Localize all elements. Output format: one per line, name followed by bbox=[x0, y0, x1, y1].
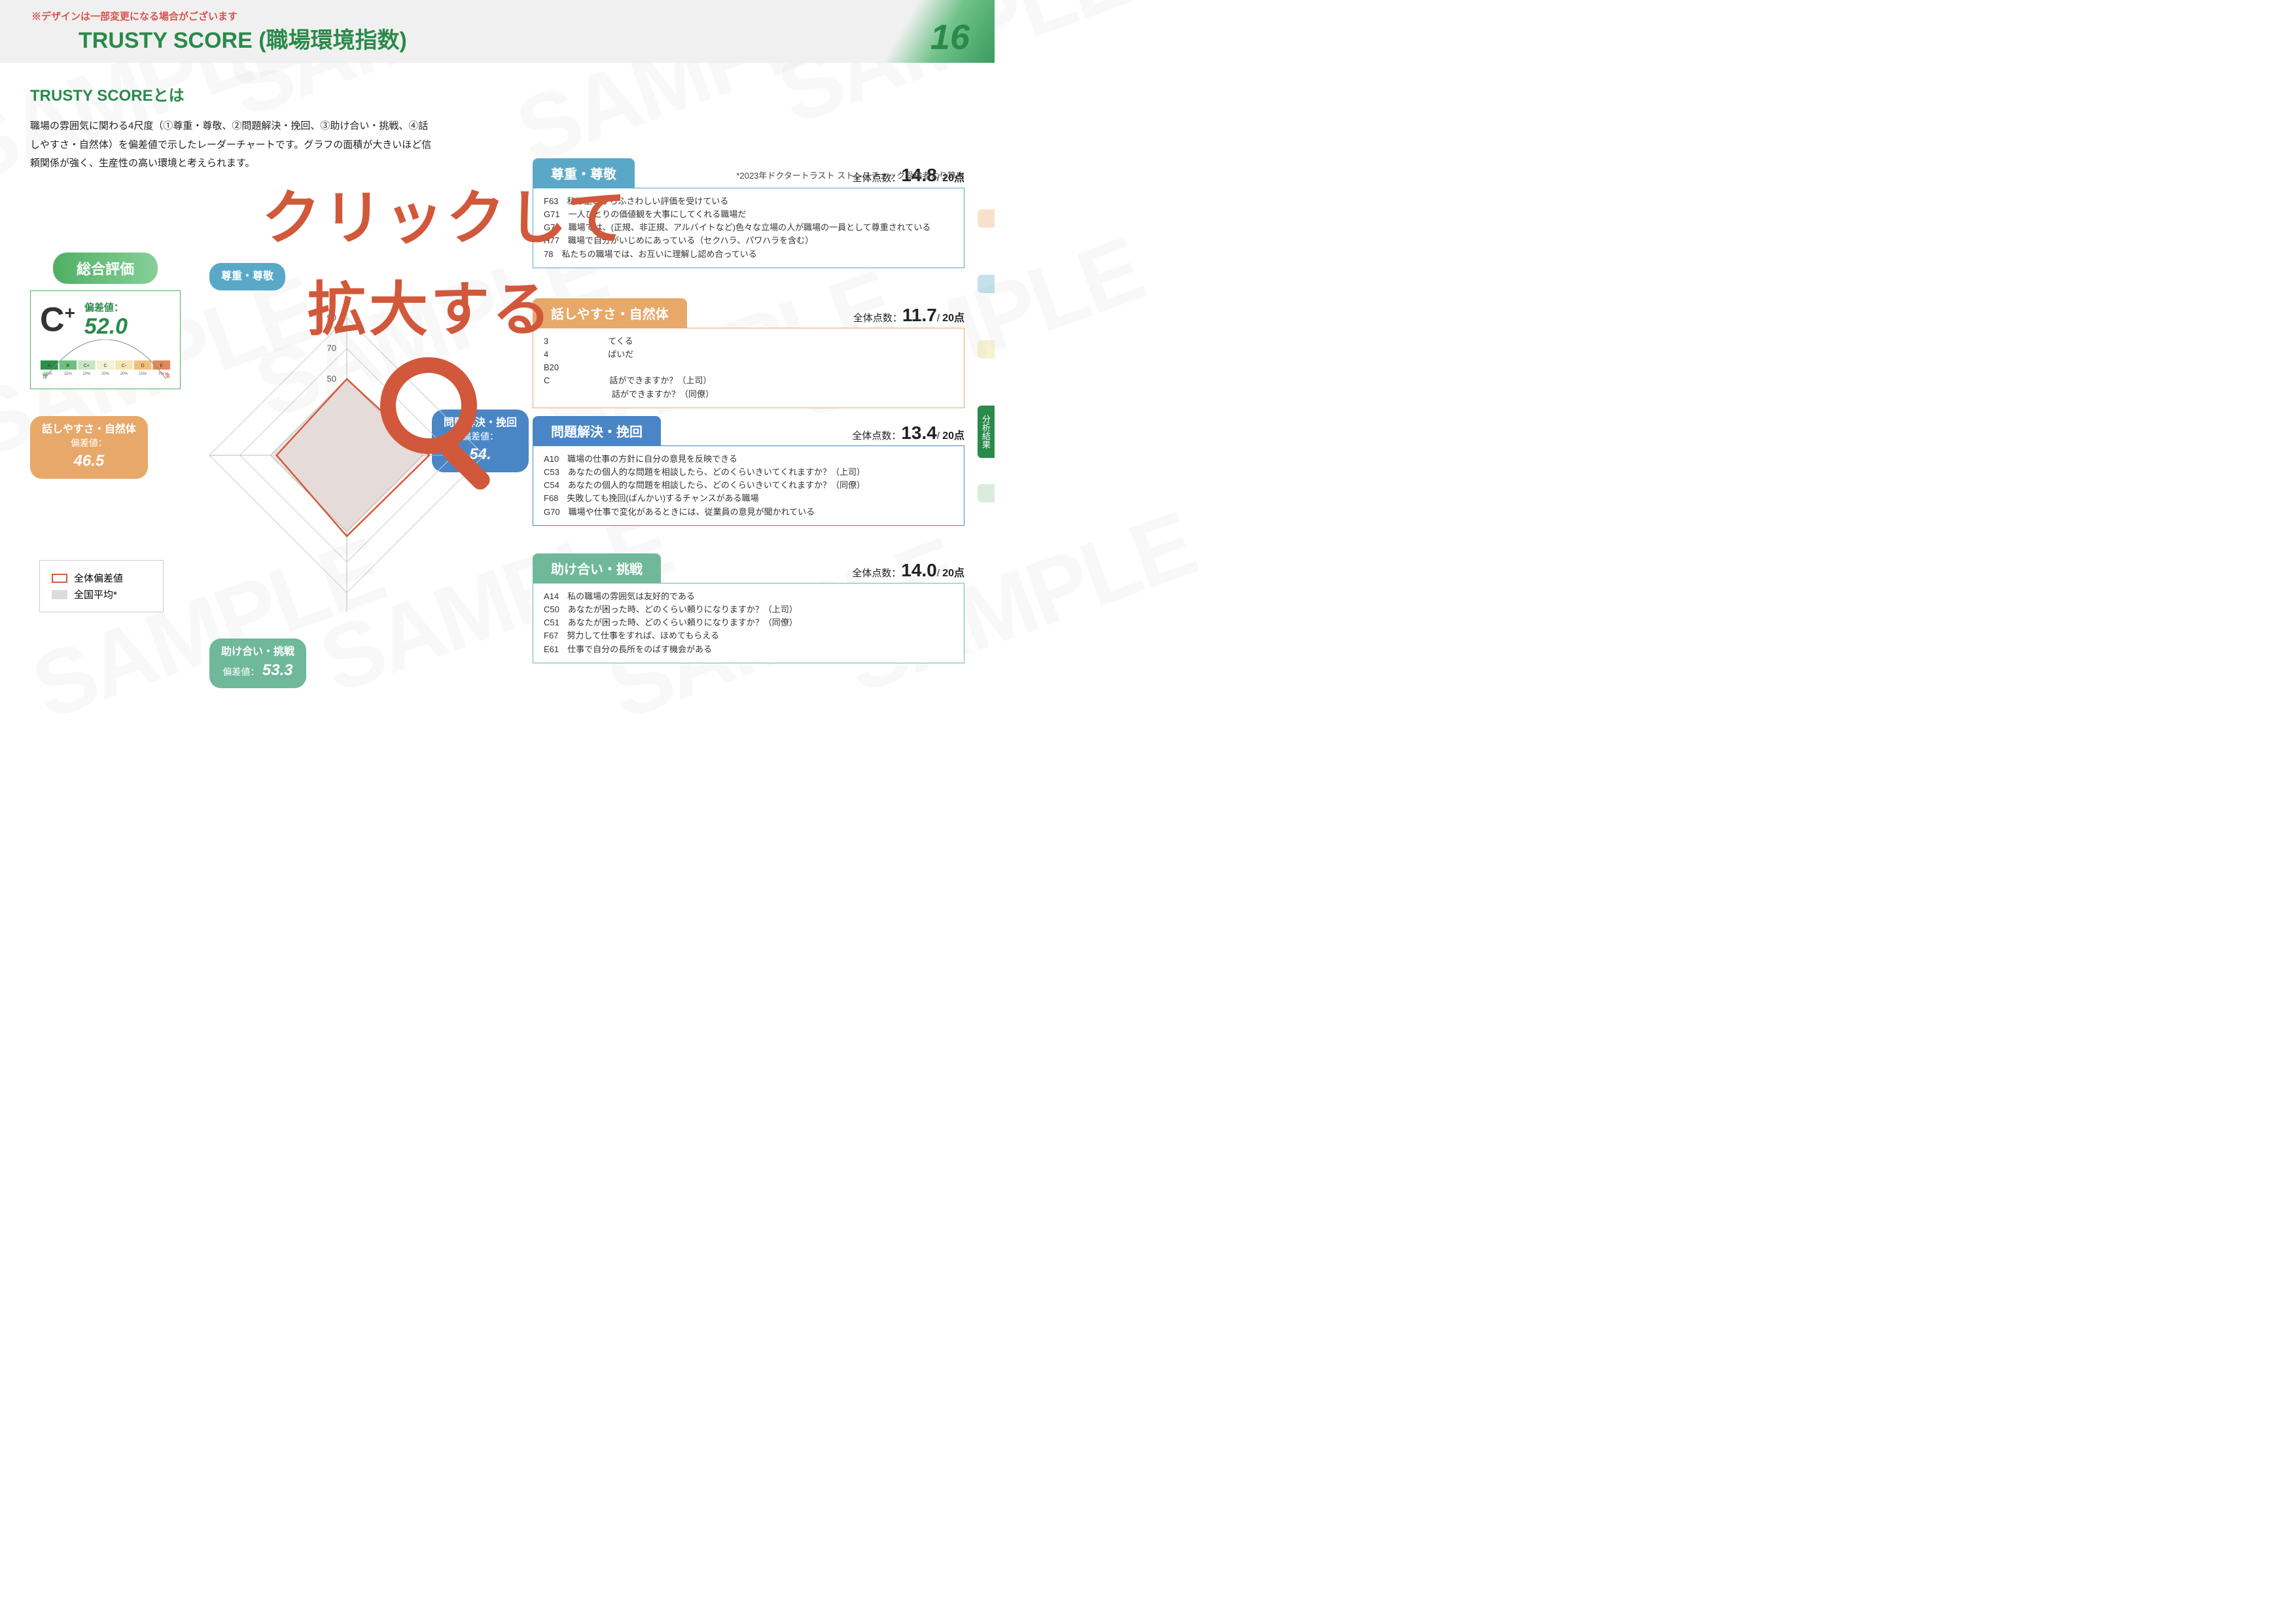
cat-item: C 話ができますか？（上司） bbox=[544, 374, 953, 387]
cat-body: A14 私の職場の雰囲気は友好的であるC50 あなたが困った時、どのくらい頼りに… bbox=[533, 583, 964, 663]
cat-body: A10 職場の仕事の方針に自分の意見を反映できるC53 あなたの個人的な問題を相… bbox=[533, 445, 964, 526]
svg-text:90: 90 bbox=[327, 313, 336, 323]
cat-body: 3 てくる4 ばいだB20C 話ができますか？（上司） 話ができますか？（同僚） bbox=[533, 328, 964, 408]
cat-item: 3 てくる bbox=[544, 335, 953, 348]
cat-item: B20 bbox=[544, 361, 953, 374]
eval-card: C+ 偏差値： 52.0 A5%B15%C+20%C20%C-20%D15%E5… bbox=[30, 290, 181, 389]
side-tab[interactable] bbox=[978, 340, 995, 358]
cat-tab: 話しやすさ・自然体 bbox=[533, 298, 687, 328]
svg-text:D: D bbox=[141, 364, 145, 368]
cat-item: A14 私の職場の雰囲気は友好的である bbox=[544, 590, 953, 603]
cat-item: C53 あなたの個人的な問題を相談したら、どのくらいきいてくれますか？（上司） bbox=[544, 466, 953, 479]
cat-item: G70 職場や仕事で変化があるときには、従業員の意見が聞かれている bbox=[544, 506, 953, 519]
cat-item: E61 仕事で自分の長所をのばす機会がある bbox=[544, 643, 953, 656]
cat-item: 78 私たちの職場では、お互いに理解し認め合っている bbox=[544, 248, 953, 261]
svg-text:E: E bbox=[160, 364, 163, 368]
side-tab-active[interactable]: 分析結果 bbox=[978, 406, 995, 458]
distribution-curve: A5%B15%C+20%C20%C-20%D15%E5%良悪 ◎ ✕ bbox=[40, 340, 171, 379]
cat-item: C54 あなたの個人的な問題を相談したら、どのくらいきいてくれますか？（同僚） bbox=[544, 479, 953, 492]
svg-text:C+: C+ bbox=[84, 364, 90, 368]
category-panel: 話しやすさ・自然体 全体点数：11.7/ 20点 3 てくる4 ばいだB20C … bbox=[533, 298, 964, 408]
cat-tab: 尊重・尊敬 bbox=[533, 158, 635, 188]
cat-tab: 助け合い・挑戦 bbox=[533, 553, 661, 583]
overall-eval: 総合評価 C+ 偏差値： 52.0 A5%B15%C+20%C20%C-20%D… bbox=[30, 253, 181, 389]
cat-item: H77 職場で自分がいじめにあっている（セクハラ、パワハラを含む） bbox=[544, 234, 953, 247]
legend-label-data: 全体偏差値 bbox=[74, 571, 123, 585]
cat-tab: 問題解決・挽回 bbox=[533, 416, 661, 445]
cat-score: 全体点数：13.4/ 20点 bbox=[852, 423, 964, 444]
intro-title: TRUSTY SCOREとは bbox=[30, 82, 964, 105]
side-tab[interactable] bbox=[978, 275, 995, 293]
cat-item: F63 私は上司からふさわしい評価を受けている bbox=[544, 195, 953, 208]
banner-note: ※デザインは一部変更になる場合がございます bbox=[31, 9, 238, 23]
svg-text:✕: ✕ bbox=[164, 371, 169, 377]
svg-text:50: 50 bbox=[327, 374, 336, 383]
svg-text:15%: 15% bbox=[139, 372, 147, 376]
dev-label: 偏差値： bbox=[84, 300, 128, 314]
grade-letter: C+ bbox=[40, 300, 75, 340]
cat-item: A10 職場の仕事の方針に自分の意見を反映できる bbox=[544, 453, 953, 466]
intro-text: 職場の雰囲気に関わる4尺度（①尊重・尊敬、②問題解決・挽回、③助け合い・挑戦、④… bbox=[30, 117, 436, 173]
svg-text:20%: 20% bbox=[82, 372, 91, 376]
page-title: TRUSTY SCORE (職場環境指数) bbox=[79, 22, 407, 54]
legend-swatch-avg bbox=[52, 590, 67, 599]
legend-label-avg: 全国平均* bbox=[74, 587, 117, 601]
svg-text:C-: C- bbox=[122, 364, 127, 368]
page-number: 16 bbox=[930, 17, 970, 58]
cat-item: C50 あなたが困った時、どのくらい頼りになりますか？（上司） bbox=[544, 603, 953, 616]
radar-chart: 1030507090 bbox=[209, 266, 484, 593]
svg-text:15%: 15% bbox=[64, 372, 73, 376]
eval-header: 総合評価 bbox=[53, 253, 158, 284]
cat-item: G73 職場では、(正規、非正規、アルバイトなど)色々な立場の人が職場の一員とし… bbox=[544, 221, 953, 234]
category-panel: 問題解決・挽回 全体点数：13.4/ 20点 A10 職場の仕事の方針に自分の意… bbox=[533, 416, 964, 526]
cat-item: 4 ばいだ bbox=[544, 348, 953, 361]
cat-item: 話ができますか？（同僚） bbox=[544, 388, 953, 401]
axis-bottom: 助け合い・挑戦 偏差値： 53.3 bbox=[209, 638, 306, 688]
side-tab[interactable] bbox=[978, 484, 995, 502]
svg-text:20%: 20% bbox=[120, 372, 129, 376]
cat-item: C51 あなたが困った時、どのくらい頼りになりますか？（同僚） bbox=[544, 616, 953, 629]
footnote: *2023年ドクタートラスト ストレスチェック受検者より算出 bbox=[736, 169, 964, 181]
legend-swatch-data bbox=[52, 574, 67, 583]
cat-score: 全体点数：11.7/ 20点 bbox=[853, 305, 964, 326]
cat-item: F68 失敗しても挽回(ばんかい)するチャンスがある職場 bbox=[544, 492, 953, 505]
category-panel: 助け合い・挑戦 全体点数：14.0/ 20点 A14 私の職場の雰囲気は友好的で… bbox=[533, 553, 964, 663]
banner: ※デザインは一部変更になる場合がございます TRUSTY SCORE (職場環境… bbox=[0, 0, 995, 63]
legend: 全体偏差値 全国平均* bbox=[39, 560, 164, 612]
svg-text:A: A bbox=[48, 364, 51, 368]
side-tab[interactable] bbox=[978, 209, 995, 228]
svg-text:70: 70 bbox=[327, 343, 336, 353]
svg-text:20%: 20% bbox=[101, 372, 110, 376]
svg-text:B: B bbox=[67, 364, 70, 368]
svg-text:C: C bbox=[103, 364, 107, 368]
cat-item: G71 一人ひとりの価値観を大事にしてくれる職場だ bbox=[544, 208, 953, 221]
svg-text:◎: ◎ bbox=[43, 371, 47, 377]
cat-score: 全体点数：14.0/ 20点 bbox=[852, 560, 964, 581]
axis-left: 話しやすさ・自然体 偏差値： 46.5 bbox=[30, 416, 148, 479]
cat-item: F67 努力して仕事をすれば、ほめてもらえる bbox=[544, 629, 953, 642]
dev-value: 52.0 bbox=[84, 314, 128, 340]
cat-body: F63 私は上司からふさわしい評価を受けているG71 一人ひとりの価値観を大事に… bbox=[533, 188, 964, 268]
